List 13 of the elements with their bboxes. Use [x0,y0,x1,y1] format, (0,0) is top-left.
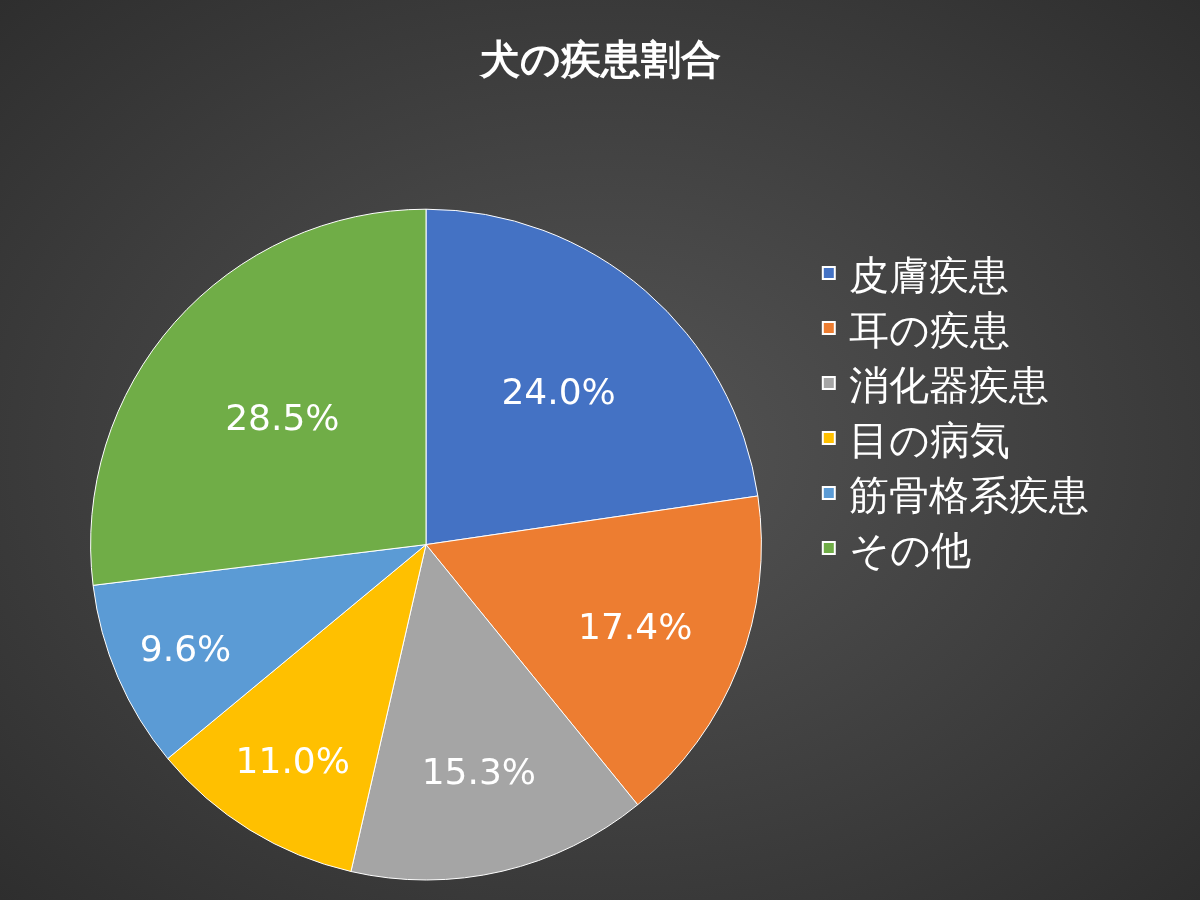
data-label: 11.0% [235,740,350,782]
data-label: 9.6% [139,627,232,669]
legend-label: 目の病気 [848,416,1010,463]
legend-label: 消化器疾患 [848,361,1049,408]
data-label: 24.0% [501,370,616,412]
legend-label: 筋骨格系疾患 [848,471,1089,518]
legend-label: 耳の疾患 [848,306,1010,353]
data-label: 28.5% [225,396,340,438]
chart-title: 犬の疾患割合 [477,36,721,82]
data-label: 15.3% [421,751,537,793]
data-label: 17.4% [578,605,693,647]
legend-label: その他 [848,526,971,573]
legend-label: 皮膚疾患 [848,251,1009,298]
